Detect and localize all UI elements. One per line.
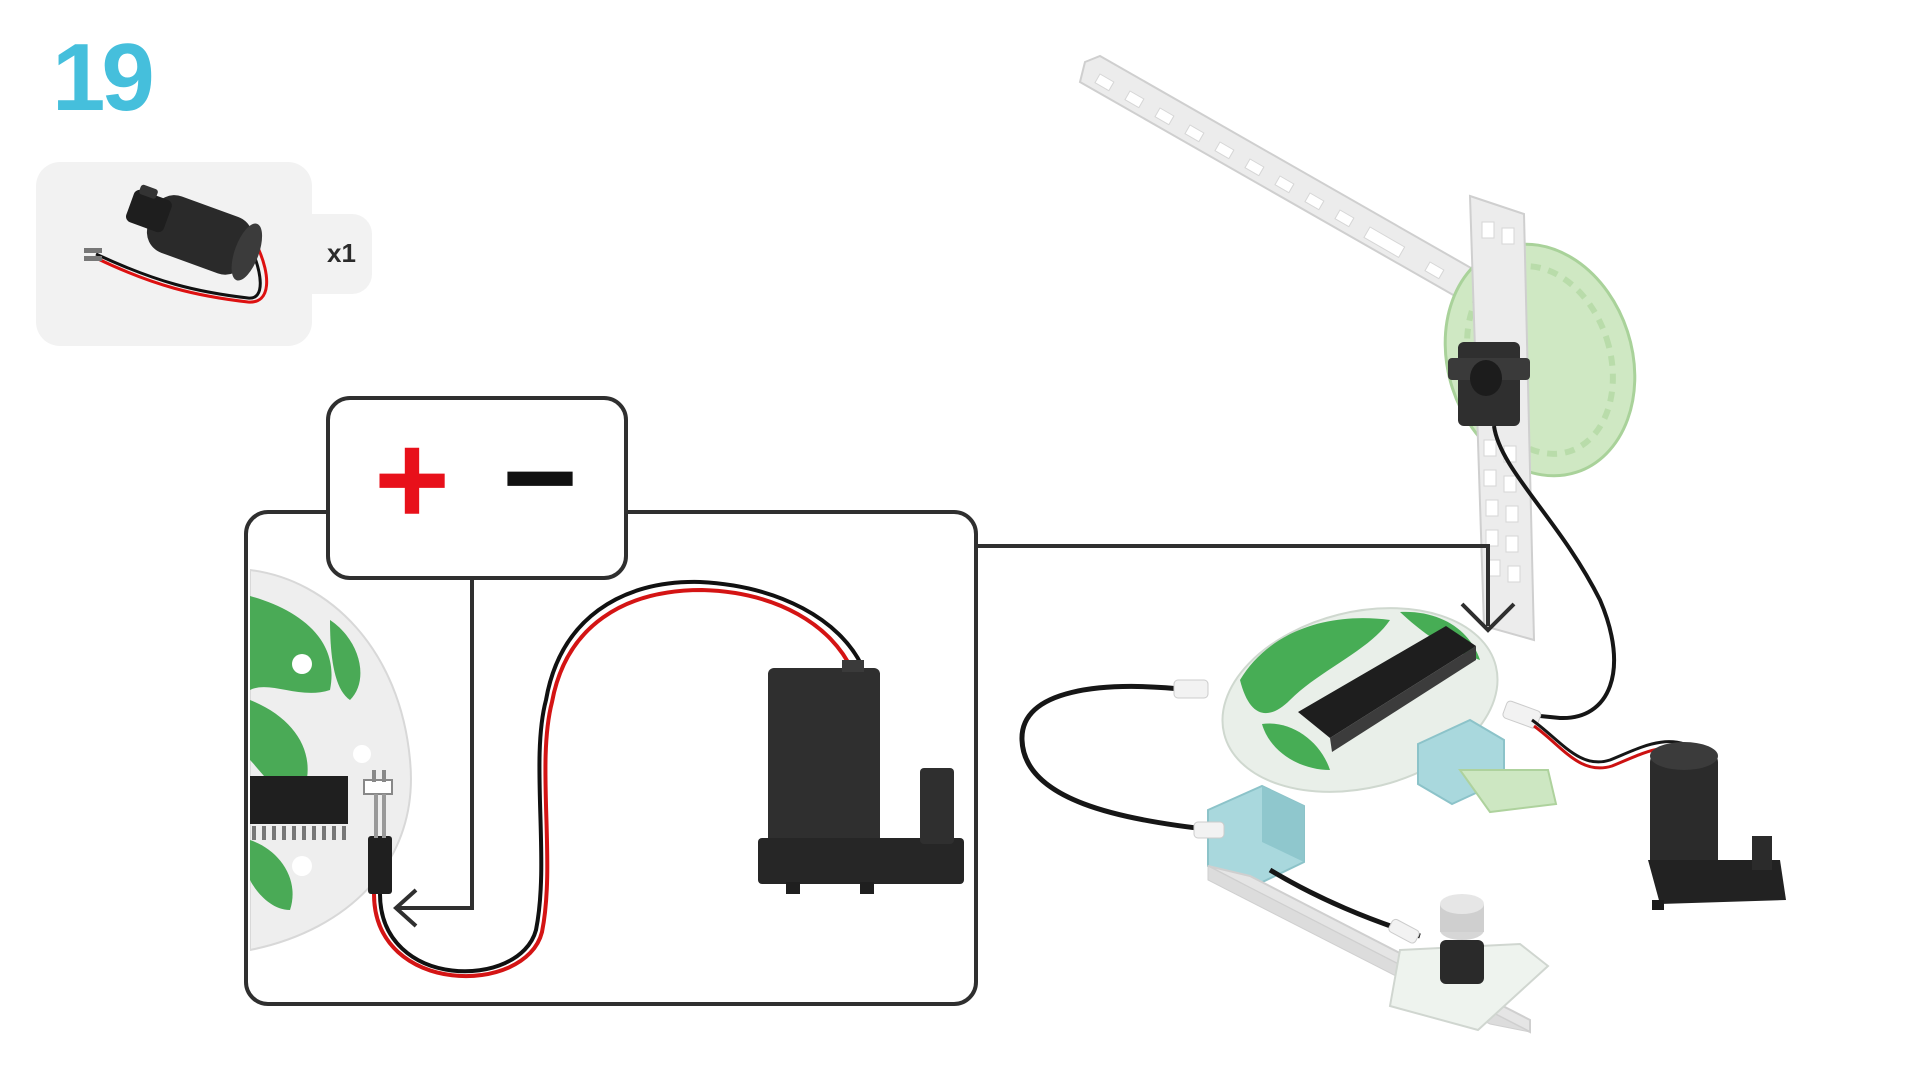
assembled-model (1019, 54, 1786, 1034)
water-pump (1648, 742, 1786, 910)
target-arrow-icon (1460, 602, 1516, 633)
red-wire (372, 587, 854, 979)
black-wire (378, 579, 864, 974)
sensor-module (1388, 894, 1550, 1032)
water-pump-icon (84, 184, 269, 304)
plus-symbol: + (374, 406, 450, 552)
pump-plug (368, 836, 392, 894)
parts-card (36, 162, 312, 346)
step-number: 19 (52, 24, 155, 131)
parts-card-tab (300, 214, 372, 294)
pointer-arrow-icon (393, 888, 418, 928)
parts-quantity: x1 (327, 238, 356, 268)
minus-symbol: − (502, 404, 578, 550)
water-pump-closeup (758, 660, 964, 894)
polarity-callout: + − (326, 396, 628, 580)
servo-motor (1448, 342, 1530, 426)
connector-blocks (1207, 718, 1505, 890)
detail-view (244, 510, 1516, 1006)
pointer-line (398, 578, 474, 910)
diagonal-beam (1078, 54, 1480, 302)
